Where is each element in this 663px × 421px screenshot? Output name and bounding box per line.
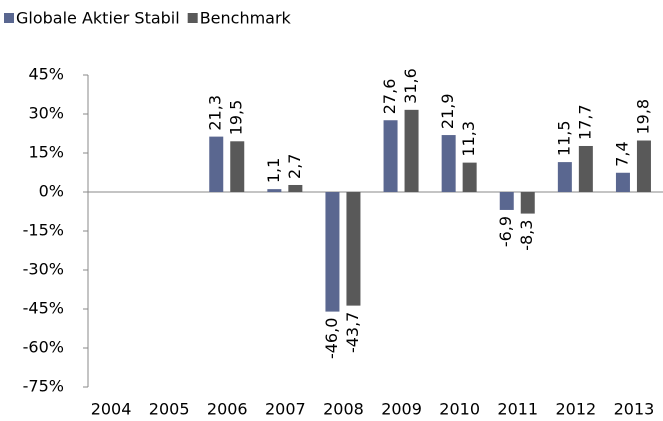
value-label: 21,3 xyxy=(206,95,225,131)
bar xyxy=(325,192,340,312)
y-tick-label: -60% xyxy=(23,338,64,357)
bar xyxy=(346,192,361,306)
value-label: 19,5 xyxy=(227,100,246,136)
bar xyxy=(404,109,419,192)
bar xyxy=(288,184,303,192)
x-tick-label: 2009 xyxy=(381,400,422,419)
y-tick-label: 15% xyxy=(28,143,64,162)
bar xyxy=(520,192,535,214)
bar xyxy=(462,162,477,192)
value-label: 1,1 xyxy=(264,158,283,183)
y-tick-label: -45% xyxy=(23,299,64,318)
value-label: 31,6 xyxy=(401,68,420,104)
x-tick-label: 2006 xyxy=(207,400,248,419)
bar xyxy=(209,136,224,192)
x-tick-label: 2008 xyxy=(323,400,364,419)
bar xyxy=(615,172,630,192)
bar xyxy=(441,135,456,192)
value-label: -46,0 xyxy=(322,318,341,359)
x-tick-label: 2012 xyxy=(555,400,596,419)
bar xyxy=(383,120,398,192)
x-tick-label: 2010 xyxy=(439,400,480,419)
value-label: 2,7 xyxy=(285,154,304,179)
bar xyxy=(267,189,282,192)
legend-swatch xyxy=(187,13,198,23)
y-tick-label: -75% xyxy=(23,377,64,396)
x-tick-label: 2013 xyxy=(614,400,655,419)
y-tick-label: 30% xyxy=(28,104,64,123)
value-label: 27,6 xyxy=(380,79,399,115)
bar xyxy=(636,140,651,192)
legend-label: Globale Aktier Stabil xyxy=(16,9,180,28)
legend-label: Benchmark xyxy=(200,9,292,28)
bar xyxy=(578,145,593,192)
value-label: 21,9 xyxy=(438,93,457,129)
bar xyxy=(499,192,514,210)
legend-swatch xyxy=(4,13,14,23)
x-tick-label: 2004 xyxy=(91,400,132,419)
x-tick-label: 2005 xyxy=(149,400,190,419)
value-label: 17,7 xyxy=(575,104,594,140)
y-tick-label: 45% xyxy=(28,65,64,84)
value-label: -6,9 xyxy=(496,216,515,247)
y-tick-label: -15% xyxy=(23,221,64,240)
y-tick-label: -30% xyxy=(23,260,64,279)
x-tick-label: 2011 xyxy=(497,400,538,419)
value-label: -43,7 xyxy=(343,312,362,353)
y-tick-label: 0% xyxy=(39,182,64,201)
value-label: 11,3 xyxy=(459,121,478,157)
value-label: 11,5 xyxy=(554,120,573,156)
bar xyxy=(557,162,572,192)
value-label: -8,3 xyxy=(517,220,536,251)
x-tick-label: 2007 xyxy=(265,400,306,419)
value-label: 7,4 xyxy=(612,141,631,166)
bar xyxy=(230,141,245,192)
value-label: 19,8 xyxy=(633,99,652,135)
